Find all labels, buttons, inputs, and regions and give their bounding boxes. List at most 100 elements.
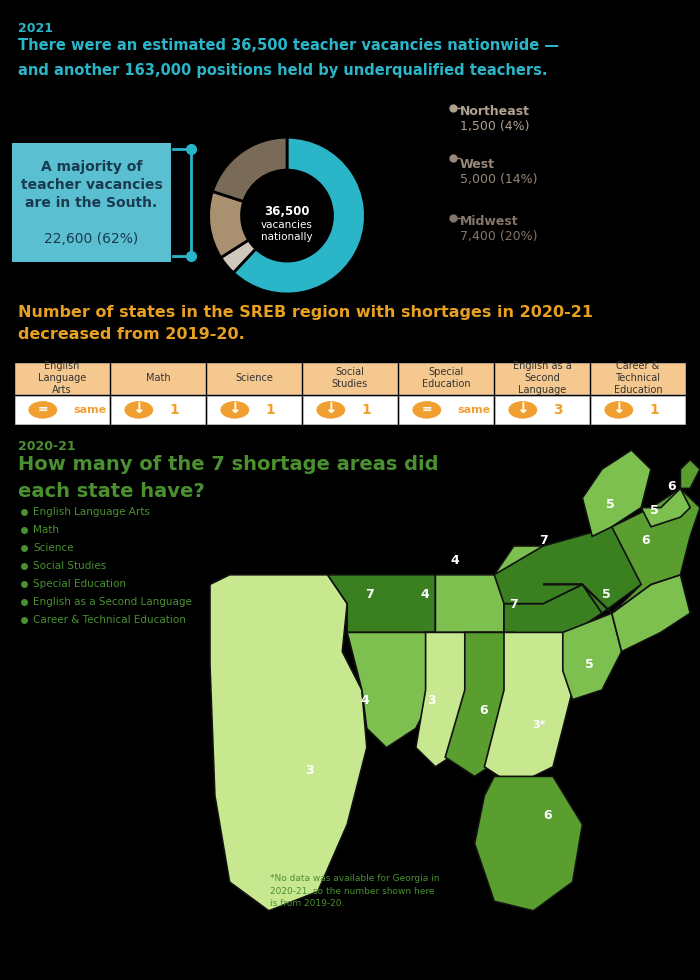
Text: ↓: ↓ (517, 402, 529, 416)
Polygon shape (210, 575, 367, 910)
Text: 5: 5 (601, 589, 610, 602)
Text: 6: 6 (642, 533, 650, 547)
Text: 3: 3 (554, 403, 563, 416)
Text: Midwest: Midwest (460, 215, 519, 228)
Text: 22,600 (62%): 22,600 (62%) (44, 232, 139, 246)
Text: 2021: 2021 (18, 22, 53, 35)
Wedge shape (212, 137, 287, 202)
Ellipse shape (508, 401, 537, 418)
Text: vacancies: vacancies (261, 220, 313, 230)
Text: ↓: ↓ (132, 402, 145, 416)
Text: *No data was available for Georgia in
2020-21, so the number shown here
is from : *No data was available for Georgia in 20… (270, 874, 440, 908)
Polygon shape (641, 488, 690, 527)
Ellipse shape (604, 401, 634, 418)
Text: 1,500 (4%): 1,500 (4%) (460, 120, 529, 133)
Text: 4: 4 (360, 694, 370, 707)
Text: Northeast: Northeast (460, 105, 530, 118)
Ellipse shape (412, 401, 441, 418)
FancyBboxPatch shape (111, 363, 205, 394)
Text: English Language Arts: English Language Arts (33, 507, 150, 517)
Text: =: = (38, 404, 48, 416)
FancyBboxPatch shape (303, 396, 397, 424)
Text: English
Language
Arts: English Language Arts (38, 362, 86, 395)
Text: 6: 6 (668, 480, 676, 494)
Text: ↓: ↓ (612, 402, 625, 416)
Text: 7: 7 (538, 533, 547, 547)
Text: =: = (421, 404, 432, 416)
Text: 5: 5 (650, 504, 659, 516)
Text: Science: Science (235, 373, 273, 383)
Text: Math: Math (33, 525, 59, 535)
Polygon shape (347, 632, 435, 748)
Text: each state have?: each state have? (18, 482, 204, 501)
Polygon shape (543, 575, 690, 652)
Text: 1: 1 (265, 403, 275, 416)
Text: nationally: nationally (261, 231, 313, 242)
Text: Number of states in the SREB region with shortages in 2020-21: Number of states in the SREB region with… (18, 305, 593, 320)
Text: 4: 4 (421, 589, 429, 602)
Polygon shape (612, 488, 700, 613)
Text: 5: 5 (584, 659, 594, 671)
Wedge shape (209, 191, 248, 258)
Polygon shape (680, 460, 700, 488)
Text: 36,500: 36,500 (265, 205, 309, 219)
Text: 4: 4 (451, 554, 459, 566)
FancyBboxPatch shape (111, 396, 205, 424)
Text: same: same (458, 405, 491, 415)
Text: English as a Second Language: English as a Second Language (33, 597, 192, 607)
FancyBboxPatch shape (591, 396, 685, 424)
Text: decreased from 2019-20.: decreased from 2019-20. (18, 327, 245, 342)
FancyBboxPatch shape (399, 363, 493, 394)
Text: ↓: ↓ (228, 402, 242, 416)
Text: Career &
Technical
Education: Career & Technical Education (614, 362, 662, 395)
Text: Science: Science (33, 543, 74, 553)
Text: 6: 6 (480, 704, 489, 716)
Text: How many of the 7 shortage areas did: How many of the 7 shortage areas did (18, 455, 438, 474)
Text: 6: 6 (544, 808, 552, 821)
Text: Special Education: Special Education (33, 579, 126, 589)
Text: 3*: 3* (532, 720, 546, 730)
Wedge shape (233, 137, 365, 294)
Text: 2020-21: 2020-21 (18, 440, 76, 453)
FancyBboxPatch shape (591, 363, 685, 394)
Text: A majority of: A majority of (41, 160, 142, 174)
Text: Career & Technical Education: Career & Technical Education (33, 615, 186, 625)
Text: English as a
Second
Language: English as a Second Language (512, 362, 571, 395)
Polygon shape (475, 584, 602, 670)
Polygon shape (445, 632, 524, 776)
FancyBboxPatch shape (207, 396, 301, 424)
Polygon shape (582, 450, 651, 536)
FancyBboxPatch shape (495, 396, 589, 424)
FancyBboxPatch shape (399, 396, 493, 424)
Text: Special
Education: Special Education (421, 368, 470, 389)
Text: There were an estimated 36,500 teacher vacancies nationwide —: There were an estimated 36,500 teacher v… (18, 38, 559, 53)
Text: Social
Studies: Social Studies (332, 368, 368, 389)
Polygon shape (328, 575, 480, 632)
Text: 7: 7 (510, 599, 519, 612)
Text: Math: Math (146, 373, 170, 383)
Polygon shape (494, 527, 651, 613)
Polygon shape (435, 575, 504, 632)
Text: same: same (74, 405, 106, 415)
Ellipse shape (220, 401, 249, 418)
Wedge shape (220, 240, 256, 272)
Text: Social Studies: Social Studies (33, 561, 106, 571)
Text: ↓: ↓ (324, 402, 337, 416)
Text: 3: 3 (428, 694, 436, 707)
Text: 1: 1 (169, 403, 179, 416)
FancyBboxPatch shape (12, 143, 171, 262)
Polygon shape (484, 632, 573, 786)
Polygon shape (435, 546, 543, 632)
Ellipse shape (125, 401, 153, 418)
Text: 7: 7 (365, 589, 375, 602)
Text: 1: 1 (650, 403, 659, 416)
Text: are in the South.: are in the South. (25, 196, 158, 210)
FancyBboxPatch shape (15, 363, 109, 394)
FancyBboxPatch shape (207, 363, 301, 394)
FancyBboxPatch shape (15, 396, 109, 424)
FancyBboxPatch shape (303, 363, 397, 394)
Polygon shape (416, 632, 484, 766)
Ellipse shape (29, 401, 57, 418)
FancyBboxPatch shape (495, 363, 589, 394)
Text: 5,000 (14%): 5,000 (14%) (460, 173, 538, 186)
